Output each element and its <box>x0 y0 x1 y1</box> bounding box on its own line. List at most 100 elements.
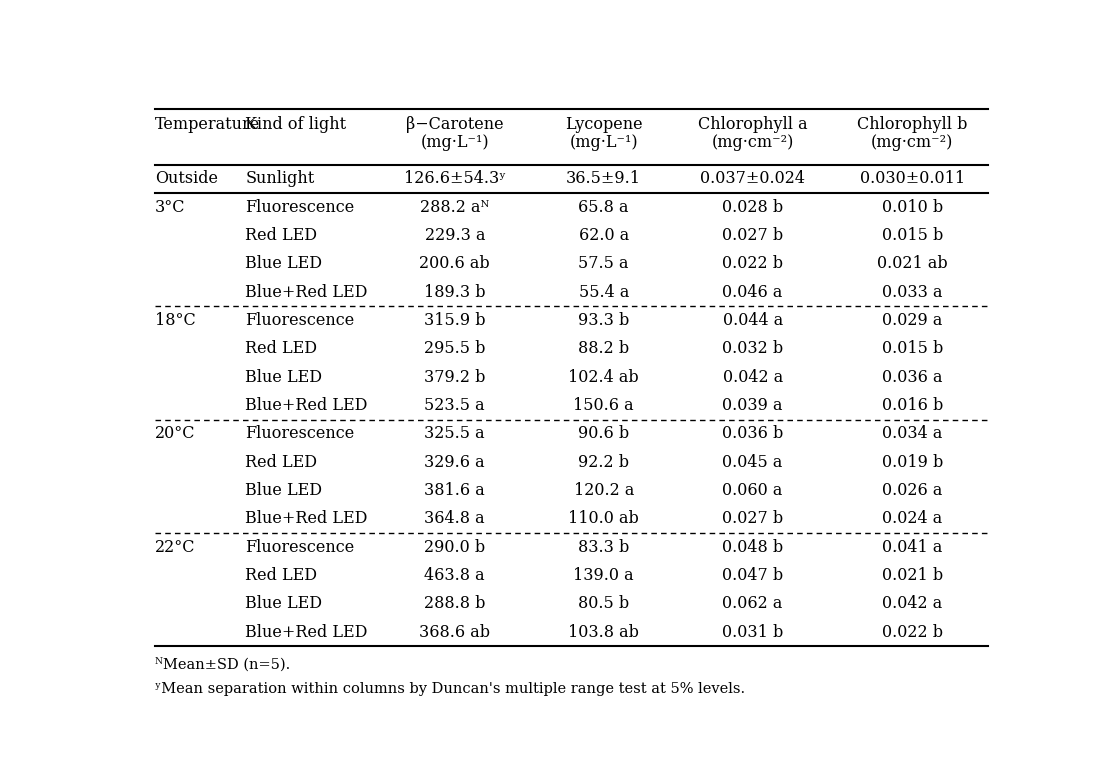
Text: Blue LED: Blue LED <box>245 369 322 385</box>
Text: (mg·cm⁻²): (mg·cm⁻²) <box>871 135 954 151</box>
Text: 381.6 a: 381.6 a <box>424 482 486 499</box>
Text: 0.022 b: 0.022 b <box>722 255 783 272</box>
Text: 93.3 b: 93.3 b <box>578 312 629 329</box>
Text: Blue+Red LED: Blue+Red LED <box>245 397 368 414</box>
Text: Fluorescence: Fluorescence <box>245 312 354 329</box>
Text: 0.024 a: 0.024 a <box>882 511 942 527</box>
Text: 0.027 b: 0.027 b <box>722 227 783 244</box>
Text: 0.037±0.024: 0.037±0.024 <box>701 170 805 187</box>
Text: Sunlight: Sunlight <box>245 170 314 187</box>
Text: 0.034 a: 0.034 a <box>882 425 942 442</box>
Text: 0.044 a: 0.044 a <box>723 312 783 329</box>
Text: 57.5 a: 57.5 a <box>578 255 629 272</box>
Text: 200.6 ab: 200.6 ab <box>420 255 490 272</box>
Text: 0.032 b: 0.032 b <box>722 340 783 357</box>
Text: 110.0 ab: 110.0 ab <box>568 511 639 527</box>
Text: 0.021 b: 0.021 b <box>882 567 942 584</box>
Text: Chlorophyll a: Chlorophyll a <box>697 116 808 133</box>
Text: (mg·cm⁻²): (mg·cm⁻²) <box>712 135 794 151</box>
Text: 0.036 b: 0.036 b <box>722 425 783 442</box>
Text: Fluorescence: Fluorescence <box>245 425 354 442</box>
Text: Blue LED: Blue LED <box>245 255 322 272</box>
Text: 20°C: 20°C <box>155 425 195 442</box>
Text: 90.6 b: 90.6 b <box>578 425 629 442</box>
Text: 80.5 b: 80.5 b <box>578 595 629 612</box>
Text: Blue+Red LED: Blue+Red LED <box>245 511 368 527</box>
Text: Blue+Red LED: Blue+Red LED <box>245 623 368 640</box>
Text: Red LED: Red LED <box>245 340 317 357</box>
Text: 368.6 ab: 368.6 ab <box>419 623 490 640</box>
Text: 92.2 b: 92.2 b <box>578 453 629 471</box>
Text: 88.2 b: 88.2 b <box>578 340 629 357</box>
Text: 0.028 b: 0.028 b <box>722 199 783 215</box>
Text: 315.9 b: 315.9 b <box>424 312 486 329</box>
Text: 55.4 a: 55.4 a <box>578 283 629 301</box>
Text: Blue+Red LED: Blue+Red LED <box>245 283 368 301</box>
Text: 0.015 b: 0.015 b <box>882 227 944 244</box>
Text: 0.019 b: 0.019 b <box>882 453 944 471</box>
Text: 0.026 a: 0.026 a <box>882 482 942 499</box>
Text: 0.042 a: 0.042 a <box>882 595 942 612</box>
Text: 229.3 a: 229.3 a <box>424 227 485 244</box>
Text: 18°C: 18°C <box>155 312 196 329</box>
Text: 288.2 aᴺ: 288.2 aᴺ <box>420 199 489 215</box>
Text: 0.046 a: 0.046 a <box>723 283 783 301</box>
Text: 3°C: 3°C <box>155 199 185 215</box>
Text: 325.5 a: 325.5 a <box>424 425 485 442</box>
Text: 65.8 a: 65.8 a <box>578 199 629 215</box>
Text: 0.021 ab: 0.021 ab <box>877 255 948 272</box>
Text: 150.6 a: 150.6 a <box>574 397 634 414</box>
Text: Red LED: Red LED <box>245 227 317 244</box>
Text: Lycopene: Lycopene <box>565 116 643 133</box>
Text: Temperature: Temperature <box>155 116 260 133</box>
Text: 0.022 b: 0.022 b <box>882 623 942 640</box>
Text: 22°C: 22°C <box>155 539 195 556</box>
Text: Chlorophyll b: Chlorophyll b <box>857 116 968 133</box>
Text: 0.033 a: 0.033 a <box>882 283 942 301</box>
Text: 189.3 b: 189.3 b <box>424 283 486 301</box>
Text: 0.030±0.011: 0.030±0.011 <box>860 170 965 187</box>
Text: 364.8 a: 364.8 a <box>424 511 485 527</box>
Text: Red LED: Red LED <box>245 567 317 584</box>
Text: (mg·L⁻¹): (mg·L⁻¹) <box>569 135 638 151</box>
Text: 0.042 a: 0.042 a <box>723 369 783 385</box>
Text: 329.6 a: 329.6 a <box>424 453 485 471</box>
Text: ʸMean separation within columns by Duncan's multiple range test at 5% levels.: ʸMean separation within columns by Dunca… <box>155 683 745 696</box>
Text: 102.4 ab: 102.4 ab <box>568 369 639 385</box>
Text: 288.8 b: 288.8 b <box>424 595 486 612</box>
Text: Blue LED: Blue LED <box>245 595 322 612</box>
Text: (mg·L⁻¹): (mg·L⁻¹) <box>420 135 489 151</box>
Text: 0.027 b: 0.027 b <box>722 511 783 527</box>
Text: 126.6±54.3ʸ: 126.6±54.3ʸ <box>403 170 506 187</box>
Text: Kind of light: Kind of light <box>245 116 346 133</box>
Text: Fluorescence: Fluorescence <box>245 199 354 215</box>
Text: 0.036 a: 0.036 a <box>882 369 942 385</box>
Text: 0.062 a: 0.062 a <box>723 595 783 612</box>
Text: 0.031 b: 0.031 b <box>722 623 783 640</box>
Text: 0.010 b: 0.010 b <box>882 199 942 215</box>
Text: Red LED: Red LED <box>245 453 317 471</box>
Text: Fluorescence: Fluorescence <box>245 539 354 556</box>
Text: 83.3 b: 83.3 b <box>578 539 629 556</box>
Text: 0.016 b: 0.016 b <box>882 397 944 414</box>
Text: 0.047 b: 0.047 b <box>722 567 783 584</box>
Text: 379.2 b: 379.2 b <box>424 369 486 385</box>
Text: 103.8 ab: 103.8 ab <box>568 623 639 640</box>
Text: 0.039 a: 0.039 a <box>722 397 783 414</box>
Text: ᴺMean±SD (n=5).: ᴺMean±SD (n=5). <box>155 657 290 671</box>
Text: 120.2 a: 120.2 a <box>574 482 634 499</box>
Text: 0.048 b: 0.048 b <box>722 539 783 556</box>
Text: 36.5±9.1: 36.5±9.1 <box>566 170 642 187</box>
Text: 0.045 a: 0.045 a <box>723 453 783 471</box>
Text: 523.5 a: 523.5 a <box>424 397 485 414</box>
Text: 0.029 a: 0.029 a <box>882 312 942 329</box>
Text: 290.0 b: 290.0 b <box>424 539 486 556</box>
Text: 0.060 a: 0.060 a <box>723 482 783 499</box>
Text: 295.5 b: 295.5 b <box>424 340 486 357</box>
Text: 0.041 a: 0.041 a <box>882 539 942 556</box>
Text: 62.0 a: 62.0 a <box>578 227 629 244</box>
Text: β−Carotene: β−Carotene <box>405 116 504 133</box>
Text: 0.015 b: 0.015 b <box>882 340 944 357</box>
Text: Outside: Outside <box>155 170 218 187</box>
Text: 139.0 a: 139.0 a <box>574 567 634 584</box>
